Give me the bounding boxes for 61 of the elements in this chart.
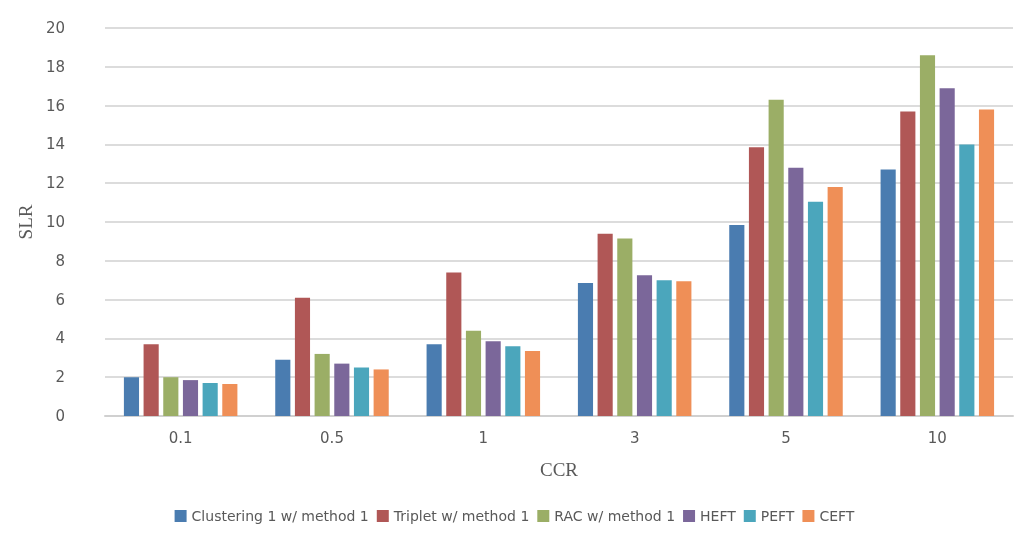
legend-label: CEFT: [819, 508, 855, 524]
bar: [373, 369, 389, 416]
bar: [827, 187, 843, 416]
bar: [636, 275, 653, 416]
bar: [485, 341, 501, 416]
y-tick-label: 12: [45, 174, 65, 193]
y-tick-label: 14: [45, 135, 65, 154]
legend-label: HEFT: [700, 508, 737, 524]
y-tick-label: 0: [55, 407, 65, 425]
bar: [880, 169, 896, 416]
bar: [143, 344, 159, 416]
y-tick-label: 8: [55, 251, 65, 270]
y-tick-label: 18: [45, 57, 65, 76]
bar: [446, 272, 462, 416]
bar: [807, 201, 824, 416]
bar: [959, 144, 975, 416]
bar: [222, 383, 238, 416]
bar: [334, 363, 350, 416]
bar: [202, 383, 218, 416]
bar: [314, 353, 330, 416]
bar: [729, 224, 745, 416]
legend-label: Triplet w/ method 1: [392, 508, 530, 524]
bar: [426, 344, 442, 416]
x-tick-label: 10: [927, 428, 947, 447]
bar: [505, 346, 521, 416]
x-tick-label: 1: [478, 428, 489, 447]
y-tick-label: 4: [55, 329, 65, 348]
bar: [294, 297, 311, 416]
y-tick-label: 10: [45, 213, 65, 231]
bar: [577, 283, 594, 416]
bar: [597, 233, 613, 416]
bar: [748, 147, 765, 416]
bar: [123, 377, 140, 416]
legend-label: RAC w/ method 1: [554, 508, 676, 524]
legend-label: Clustering 1 w/ method 1: [191, 508, 369, 524]
x-tick-label: 5: [781, 428, 791, 447]
bar: [788, 167, 804, 416]
y-tick-label: 2: [55, 368, 65, 387]
bar: [656, 280, 672, 416]
x-tick-label: 0.5: [320, 428, 344, 447]
y-tick-label: 6: [55, 290, 65, 309]
bar: [465, 330, 482, 416]
bar: [919, 55, 936, 416]
bar: [275, 359, 291, 416]
bar: [617, 238, 633, 416]
y-tick-label: 20: [45, 19, 65, 37]
y-tick-label: 16: [45, 96, 65, 115]
bar: [676, 281, 692, 416]
bar: [939, 88, 955, 416]
bar: [163, 377, 179, 416]
bar: [768, 99, 784, 416]
bar: [978, 109, 995, 416]
legend-label: PEFT: [760, 508, 795, 524]
x-tick-label: 3: [629, 428, 640, 447]
bar: [182, 380, 199, 416]
bar: [900, 111, 916, 416]
x-axis-title: CCR: [539, 459, 579, 480]
y-axis-title: SLR: [15, 204, 36, 240]
bar: [353, 367, 370, 416]
x-tick-label: 0.1: [168, 428, 193, 447]
bar: [524, 351, 541, 416]
